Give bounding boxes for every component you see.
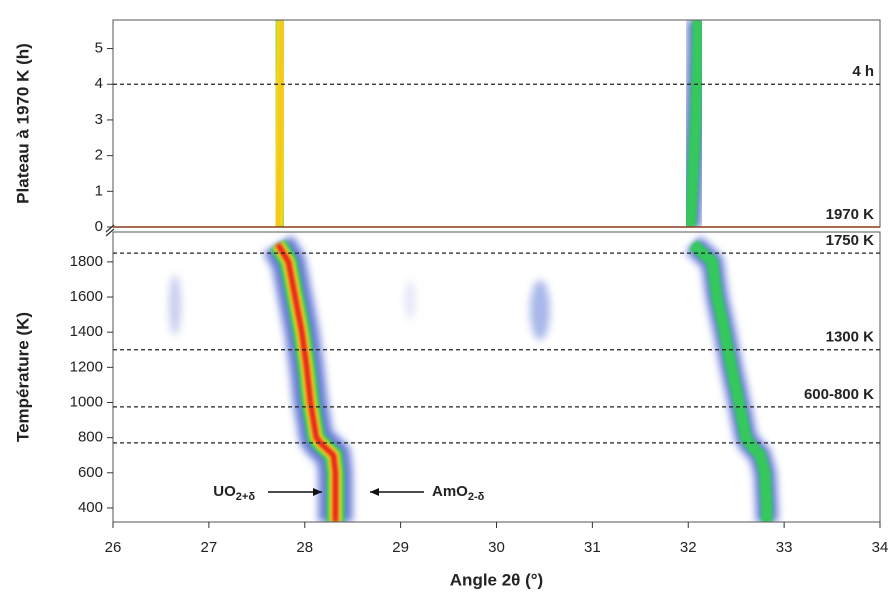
x-tick-label: 28 [296,539,313,556]
x-tick-label: 30 [488,539,505,556]
arrow-head [313,488,322,496]
traces [260,20,709,227]
peak-label: UO2+δ [213,483,255,503]
trace-core [688,20,700,227]
x-axis-label: Angle 2θ (°) [450,570,543,589]
peak-label-main: UO [213,483,236,500]
peak-label-main: AmO [432,483,468,500]
y-tick-label: 400 [78,499,103,516]
x-tick-label: 31 [584,539,601,556]
background-spots [169,275,550,340]
traces [263,235,778,522]
y-tick-label: 1400 [70,323,103,340]
annotation: 1970 K [826,206,875,223]
annotation: 1300 K [826,329,875,346]
y-tick-label: 600 [78,464,103,481]
x-tick-label: 27 [201,539,218,556]
peak-label-sub: 2+δ [236,491,256,503]
annotation: 4 h [852,63,874,80]
trace-core [691,242,769,522]
y-tick-label: 3 [95,111,103,128]
y-tick-label: 1200 [70,358,103,375]
y-tick-label: 1800 [70,253,103,270]
y-axis-label: Température (K) [13,312,32,442]
annotation: 1750 K [826,232,875,249]
x-tick-label: 34 [872,539,889,556]
x-tick-label: 29 [392,539,409,556]
peak-label: AmO2-δ [432,483,485,503]
trace-core [275,242,339,522]
plot-frame [112,19,881,228]
y-tick-label: 2 [95,147,103,164]
x-tick-label: 26 [105,539,122,556]
arrow-head [370,488,379,496]
y-axis-label: Plateau à 1970 K (h) [13,43,32,204]
y-tick-label: 5 [95,40,103,57]
y-tick-label: 1000 [70,393,103,410]
peak-label-sub: 2-δ [468,491,485,503]
x-tick-label: 33 [776,539,793,556]
annotation: 600-800 K [804,386,874,403]
y-tick-label: 4 [95,75,103,92]
x-tick-label: 32 [680,539,697,556]
axis-break [105,224,115,237]
trace-core [274,20,285,227]
y-tick-label: 1 [95,182,103,199]
y-tick-label: 800 [78,429,103,446]
y-tick-label: 1600 [70,288,103,305]
y-tick-label: 0 [95,218,103,235]
